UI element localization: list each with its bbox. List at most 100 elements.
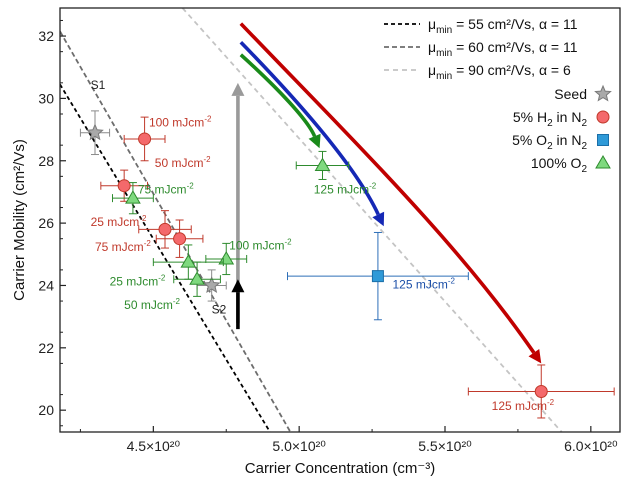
annotation-label: 100 mJcm-2 (149, 114, 212, 129)
annotation-label: 100 mJcm-2 (229, 238, 292, 253)
trend-arrow-head-5 (308, 133, 321, 149)
series-1 (79, 110, 227, 302)
annotation-text: 50 mJcm (124, 298, 173, 312)
annotation-text: 125 mJcm (314, 183, 369, 197)
annotation-text: 125 mJcm (492, 399, 547, 413)
data-point (86, 123, 104, 141)
annotation-text: 75 mJcm (95, 240, 144, 254)
data-point (218, 250, 235, 265)
annotation-label: 125 mJcm-2 (393, 277, 456, 292)
model-lines (60, 8, 563, 432)
data-point (117, 179, 131, 193)
y-tick-label: 22 (38, 340, 54, 356)
legend-rest: = 60 cm²/Vs, α = 11 (452, 39, 578, 55)
series-3 (287, 231, 469, 321)
y-tick-label: 32 (38, 28, 54, 44)
annotation-text: 100 mJcm (149, 115, 204, 129)
annotation-sup: -2 (173, 297, 181, 306)
y-axis-title: Carrier Mobility (cm²/Vs) (11, 139, 28, 301)
trend-arrow-5 (239, 53, 317, 138)
annotation-text: 25 mJcm (91, 215, 140, 229)
legend-marker (595, 155, 611, 169)
legend-sub: 2 (581, 164, 587, 175)
data-point (125, 190, 141, 204)
annotation-sup: -2 (204, 114, 212, 123)
legend-line-label: μmin = 60 cm²/Vs, α = 11 (428, 39, 578, 59)
legend-series-label: Seed (554, 86, 587, 102)
data-point (534, 384, 548, 398)
x-tick-label: 5.5×10²⁰ (418, 438, 472, 454)
data-point (314, 157, 331, 171)
annotation-label: 125 mJcm-2 (492, 398, 555, 413)
annotation-label: S1 (91, 78, 106, 92)
legend-sub: 2 (547, 118, 553, 129)
legend-mu: μ (428, 39, 436, 55)
data-point (202, 276, 221, 293)
annotation-sup: -2 (203, 155, 211, 164)
annotation-label: 75 mJcm-2 (138, 182, 194, 197)
legend-series-label: 100% O2 (531, 155, 588, 175)
model-line-2 (60, 30, 292, 432)
legend-text-part: 5% H (513, 109, 547, 125)
annotation-label: 25 mJcm-2 (91, 214, 147, 229)
legend-series-label: 5% H2 in N2 (513, 109, 588, 129)
legend-text-part: in N (553, 109, 582, 125)
y-tick-label: 20 (38, 402, 54, 418)
trend-arrow-head-3 (528, 349, 542, 364)
annotation-label: 125 mJcm-2 (314, 182, 377, 197)
x-axis-title: Carrier Concentration (cm⁻³) (245, 460, 435, 477)
legend-text-part: 5% O (512, 132, 547, 148)
legend-marker (597, 134, 609, 146)
annotation-text: 125 mJcm (393, 278, 448, 292)
legend-sub: min (436, 48, 452, 59)
legend-mu: μ (428, 16, 436, 32)
annotation-label: 75 mJcm-2 (95, 239, 151, 254)
legend-series-label: 5% O2 in N2 (512, 132, 587, 152)
annotation-text: 75 mJcm (138, 183, 187, 197)
trend-arrow-head-1 (231, 82, 245, 96)
data-point (158, 222, 172, 236)
y-tick-label: 28 (38, 153, 54, 169)
annotation-label: 50 mJcm-2 (155, 155, 211, 170)
legend-marker (594, 84, 612, 102)
series-4 (112, 150, 350, 297)
annotation-sup: -2 (139, 214, 147, 223)
annotation-sup: -2 (158, 273, 166, 282)
annotation-text: 100 mJcm (229, 239, 284, 253)
legend-sub: 2 (581, 118, 587, 129)
data-point (371, 270, 384, 283)
annotation-sup: -2 (369, 182, 377, 191)
annotation-sup: -2 (448, 277, 456, 286)
x-tick-label: 5.0×10²⁰ (272, 438, 326, 454)
data-point (189, 271, 205, 285)
legend-mu: μ (428, 62, 436, 78)
y-tick-label: 30 (38, 90, 54, 106)
series-2 (100, 116, 615, 419)
legend-text-part: Seed (554, 86, 587, 102)
data-series (79, 110, 615, 419)
x-tick-label: 4.5×10²⁰ (127, 438, 181, 454)
legend-sub: 2 (547, 141, 553, 152)
y-tick-label: 24 (38, 277, 54, 293)
plot-frame (59, 7, 621, 433)
trend-arrow-head-4 (372, 211, 385, 227)
annotation-sup: -2 (187, 182, 195, 191)
annotation-sup: -2 (144, 239, 152, 248)
trend-arrow-head-2 (231, 279, 245, 293)
model-line-1 (60, 83, 271, 432)
y-tick-label: 26 (38, 215, 54, 231)
legend-rest: = 55 cm²/Vs, α = 11 (452, 16, 578, 32)
data-point (180, 254, 197, 268)
data-point (138, 132, 152, 146)
x-tick-label: 6.0×10²⁰ (564, 438, 618, 454)
annotation-label: 50 mJcm-2 (124, 297, 180, 312)
model-line-3 (181, 8, 563, 432)
annotation-label: S2 (212, 303, 227, 317)
legend-sub: 2 (581, 141, 587, 152)
legend-line-label: μmin = 90 cm²/Vs, α = 6 (428, 62, 571, 82)
trend-arrow-3 (239, 22, 536, 354)
legend-sub: min (436, 71, 452, 82)
